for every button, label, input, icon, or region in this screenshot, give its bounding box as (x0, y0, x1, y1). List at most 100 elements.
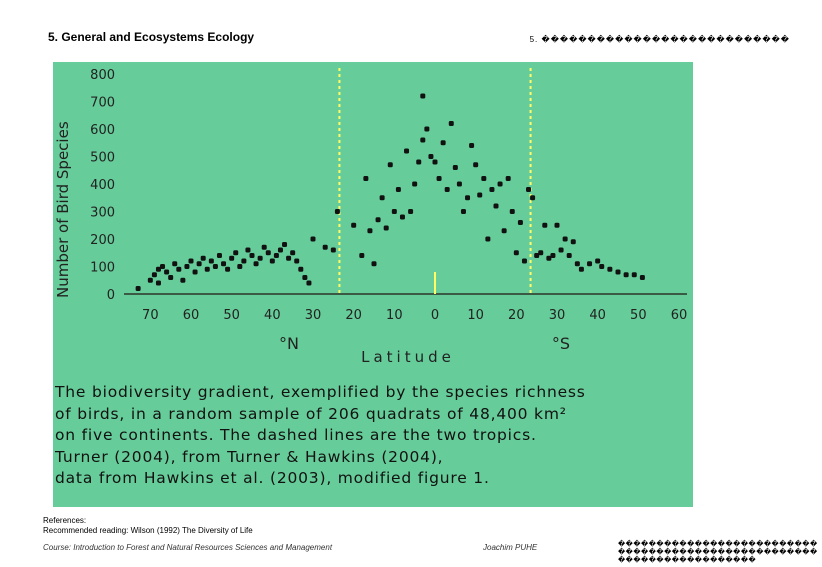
x-tick-label: 50 (630, 308, 647, 323)
data-point (351, 222, 357, 228)
x-tick-label: 40 (589, 308, 606, 323)
data-point (436, 176, 442, 181)
data-point (216, 253, 222, 258)
data-point (245, 247, 251, 253)
data-point (188, 258, 194, 264)
data-point (465, 195, 471, 201)
data-point (432, 159, 438, 165)
x-tick-label: 10 (467, 308, 484, 323)
data-point (164, 269, 170, 275)
data-point (147, 277, 153, 283)
data-point (485, 236, 491, 242)
data-point (306, 280, 312, 286)
data-point (477, 192, 483, 198)
x-tick-label: 30 (549, 308, 566, 323)
data-point (160, 264, 166, 269)
data-point (542, 222, 548, 228)
x-tick-label: 0 (431, 308, 439, 323)
data-point (371, 261, 377, 267)
data-point (273, 253, 279, 258)
data-point (623, 272, 629, 278)
data-point (412, 181, 418, 187)
data-point (294, 258, 300, 264)
data-point (269, 258, 275, 264)
south-label: °S (552, 334, 570, 353)
data-point (237, 264, 243, 269)
data-point (200, 255, 206, 261)
data-point (424, 126, 430, 132)
data-point (566, 253, 572, 258)
data-point (530, 195, 536, 201)
data-point (408, 209, 414, 214)
data-point (521, 258, 527, 264)
data-point (184, 264, 190, 269)
data-point (558, 247, 564, 253)
y-tick-label: 100 (90, 261, 115, 276)
data-point (151, 272, 157, 278)
x-tick-label: 30 (305, 308, 322, 323)
data-point (375, 217, 381, 223)
data-point (615, 269, 621, 275)
data-point (282, 242, 288, 247)
figure-panel: Number of Bird Species 0 100 200 300 400 500 6… (53, 62, 693, 507)
y-tick-label: 400 (90, 178, 115, 193)
y-axis-label-group: Number of Bird Species (54, 121, 72, 298)
data-point (452, 165, 458, 170)
data-point (420, 93, 426, 99)
north-label: °N (279, 334, 299, 353)
x-tick-label: 10 (386, 308, 403, 323)
data-point (322, 244, 328, 250)
footer-right-text: ����������������������������������������… (618, 541, 818, 564)
data-point (334, 209, 340, 214)
data-point (554, 222, 560, 228)
data-point (387, 162, 393, 168)
data-point (290, 250, 296, 256)
data-point (225, 266, 231, 272)
x-axis-label: Latitude (361, 348, 455, 366)
data-point (526, 187, 532, 192)
data-point (550, 253, 556, 258)
data-point (395, 187, 401, 192)
data-point (330, 247, 336, 253)
data-point (481, 176, 487, 181)
y-tick-label: 0 (107, 288, 115, 303)
data-point (208, 258, 214, 264)
data-point (607, 266, 613, 272)
x-tick-label: 50 (223, 308, 240, 323)
data-point (497, 181, 503, 187)
data-point (265, 250, 271, 256)
x-tick-label: 20 (345, 308, 362, 323)
footer-course: Course: Introduction to Forest and Natur… (43, 543, 333, 552)
data-point (473, 162, 479, 168)
data-point (599, 264, 605, 269)
data-point (212, 264, 218, 269)
data-point (180, 277, 186, 283)
data-point (261, 244, 267, 250)
data-point (233, 250, 239, 256)
data-point (221, 261, 227, 267)
y-tick-label: 600 (90, 123, 115, 138)
data-point (595, 258, 601, 264)
references: References: Recommended reading: Wilson … (43, 516, 253, 536)
y-tick-label: 700 (90, 96, 115, 111)
data-point (631, 272, 637, 278)
data-point (249, 253, 255, 258)
data-point (367, 228, 373, 234)
data-point (489, 187, 495, 192)
data-point (379, 195, 385, 201)
data-point (546, 255, 552, 261)
data-point (574, 261, 580, 267)
data-point (302, 275, 308, 280)
data-point (310, 236, 316, 242)
data-point (440, 140, 446, 146)
data-point (501, 228, 507, 234)
data-point (241, 258, 247, 264)
data-point (155, 280, 161, 286)
data-point (155, 266, 161, 272)
x-tick-label: 20 (508, 308, 525, 323)
data-point (253, 261, 259, 267)
data-point (359, 253, 365, 258)
data-point (257, 255, 263, 261)
data-point (399, 214, 405, 220)
data-point (469, 143, 475, 148)
